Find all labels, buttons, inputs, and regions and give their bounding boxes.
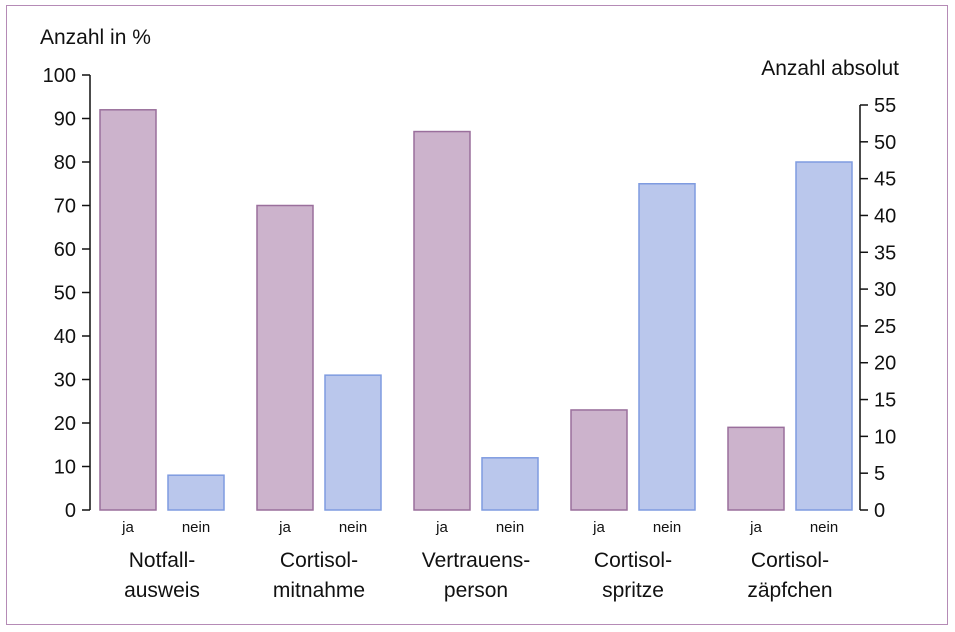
- left-tick-label: 100: [43, 65, 76, 87]
- right-tick-label: 25: [874, 316, 896, 338]
- series-label-nein: nein: [810, 519, 838, 536]
- right-tick-label: 30: [874, 279, 896, 301]
- right-tick-label: 50: [874, 132, 896, 154]
- category-label-line1: Vertrauens-: [422, 549, 531, 572]
- series-label-ja: ja: [278, 519, 291, 536]
- category-label-line2: spritze: [602, 579, 664, 602]
- category-label-line1: Cortisol-: [751, 549, 829, 572]
- bar-nein: [638, 183, 696, 511]
- series-label-ja: ja: [749, 519, 762, 536]
- bars: [99, 109, 853, 511]
- left-tick-label: 60: [54, 239, 76, 261]
- series-label-ja: ja: [592, 519, 605, 536]
- series-label-ja: ja: [435, 519, 448, 536]
- bar-ja: [570, 409, 628, 511]
- left-tick-label: 30: [54, 370, 76, 392]
- category-label-line2: mitnahme: [273, 579, 365, 602]
- right-tick-label: 10: [874, 426, 896, 448]
- labels: Anzahl in %Anzahl absolut010203040506070…: [40, 26, 899, 602]
- left-tick-label: 0: [65, 500, 76, 522]
- series-label-ja: ja: [121, 519, 134, 536]
- series-label-nein: nein: [496, 519, 524, 536]
- right-tick-label: 15: [874, 390, 896, 412]
- bar-ja: [727, 426, 785, 511]
- category-label-line1: Notfall-: [129, 549, 196, 572]
- left-tick-label: 40: [54, 326, 76, 348]
- left-axis-title: Anzahl in %: [40, 26, 151, 49]
- bar-nein: [481, 457, 539, 511]
- right-axis-title: Anzahl absolut: [761, 57, 899, 80]
- left-tick-label: 90: [54, 109, 76, 131]
- left-tick-label: 50: [54, 283, 76, 305]
- axes: [82, 74, 868, 511]
- bar-ja: [256, 204, 314, 511]
- right-tick-label: 55: [874, 95, 896, 117]
- right-tick-label: 35: [874, 242, 896, 264]
- series-label-nein: nein: [653, 519, 681, 536]
- left-tick-label: 20: [54, 413, 76, 435]
- left-tick-label: 80: [54, 152, 76, 174]
- bar-nein: [324, 374, 382, 511]
- bar-ja: [413, 130, 471, 511]
- category-label-line2: ausweis: [124, 579, 200, 602]
- left-tick-label: 10: [54, 457, 76, 479]
- series-label-nein: nein: [182, 519, 210, 536]
- right-tick-label: 0: [874, 500, 885, 522]
- right-tick-label: 40: [874, 205, 896, 227]
- category-label-line1: Cortisol-: [280, 549, 358, 572]
- right-tick-label: 20: [874, 353, 896, 375]
- category-label-line2: person: [444, 579, 508, 602]
- chart-frame: [6, 5, 948, 625]
- bar-ja: [99, 109, 157, 511]
- series-label-nein: nein: [339, 519, 367, 536]
- bar-nein: [795, 161, 853, 511]
- right-tick-label: 5: [874, 463, 885, 485]
- right-tick-label: 45: [874, 169, 896, 191]
- category-label-line1: Cortisol-: [594, 549, 672, 572]
- category-label-line2: zäpfchen: [747, 579, 832, 602]
- left-tick-label: 70: [54, 196, 76, 218]
- bar-nein: [167, 474, 225, 511]
